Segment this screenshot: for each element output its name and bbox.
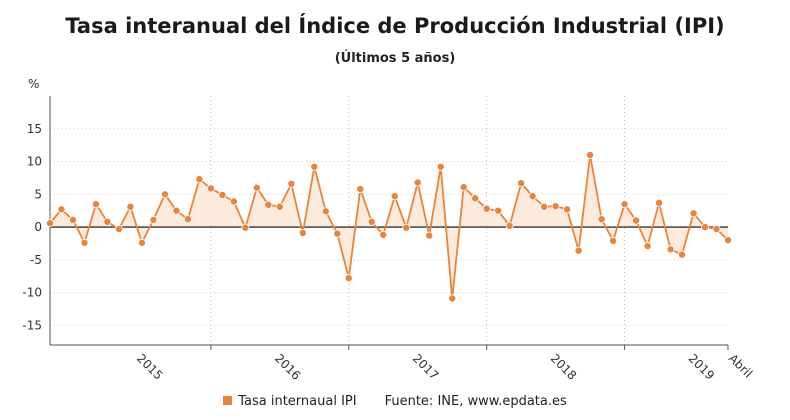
data-point bbox=[218, 190, 227, 199]
y-tick-label: -15 bbox=[22, 318, 42, 332]
data-point bbox=[517, 179, 526, 188]
y-tick-label: 10 bbox=[27, 155, 42, 169]
y-tick-label: 0 bbox=[34, 220, 42, 234]
data-point bbox=[241, 223, 250, 232]
data-point bbox=[252, 183, 261, 192]
x-tick-label: 2018 bbox=[548, 351, 579, 382]
data-point bbox=[482, 204, 491, 213]
data-point bbox=[436, 162, 445, 171]
data-point bbox=[425, 231, 434, 240]
data-point bbox=[379, 230, 388, 239]
data-point bbox=[620, 200, 629, 209]
data-point bbox=[367, 217, 376, 226]
data-point bbox=[390, 192, 399, 201]
data-point bbox=[149, 215, 158, 224]
point-layer bbox=[46, 150, 733, 303]
data-point bbox=[103, 217, 112, 226]
data-point bbox=[666, 245, 675, 254]
data-point bbox=[632, 216, 641, 225]
data-point bbox=[114, 225, 123, 234]
y-tick-label: 5 bbox=[34, 187, 42, 201]
data-point bbox=[57, 205, 66, 214]
data-point bbox=[402, 223, 411, 232]
y-unit-label: % bbox=[28, 77, 39, 91]
x-tick-label: 2019 bbox=[686, 351, 717, 382]
data-point bbox=[287, 179, 296, 188]
data-point bbox=[310, 162, 319, 171]
data-point bbox=[574, 246, 583, 255]
data-point bbox=[563, 205, 572, 214]
data-point bbox=[586, 150, 595, 159]
data-point bbox=[195, 175, 204, 184]
data-point bbox=[126, 202, 135, 211]
data-point bbox=[678, 250, 687, 259]
data-point bbox=[597, 215, 606, 224]
data-point bbox=[505, 221, 514, 230]
data-point bbox=[91, 200, 100, 209]
data-point bbox=[206, 184, 215, 193]
line-layer bbox=[49, 154, 729, 300]
data-point bbox=[229, 197, 238, 206]
data-point bbox=[172, 206, 181, 215]
data-point bbox=[344, 274, 353, 283]
data-point bbox=[540, 202, 549, 211]
data-point bbox=[413, 178, 422, 187]
data-point bbox=[528, 192, 537, 201]
data-point bbox=[494, 206, 503, 215]
data-point bbox=[448, 294, 457, 303]
data-point bbox=[80, 238, 89, 247]
chart-subtitle: (Últimos 5 años) bbox=[334, 51, 456, 66]
data-point bbox=[68, 215, 77, 224]
data-point bbox=[137, 238, 146, 247]
data-point bbox=[46, 219, 55, 228]
legend-swatch bbox=[223, 396, 233, 405]
data-point bbox=[712, 225, 721, 234]
data-point bbox=[183, 215, 192, 224]
x-tick-label: 2015 bbox=[134, 351, 165, 382]
data-point bbox=[459, 183, 468, 192]
data-point bbox=[655, 198, 664, 207]
x-tick-label: 2017 bbox=[410, 351, 441, 382]
x-tick-label: Abril bbox=[726, 351, 755, 380]
data-point bbox=[471, 194, 480, 203]
data-point bbox=[643, 242, 652, 251]
series-line bbox=[49, 154, 729, 300]
y-tick-label: -5 bbox=[30, 253, 42, 267]
data-point bbox=[551, 202, 560, 211]
data-point bbox=[160, 190, 169, 199]
legend-source: Fuente: INE, www.epdata.es bbox=[384, 394, 567, 409]
chart-title: Tasa interanual del Índice de Producción… bbox=[65, 14, 725, 38]
data-point bbox=[609, 236, 618, 245]
data-point bbox=[275, 202, 284, 211]
data-point bbox=[701, 223, 710, 232]
legend-series-label: Tasa internaual IPI bbox=[238, 394, 357, 409]
data-point bbox=[724, 236, 733, 245]
data-point bbox=[333, 229, 342, 238]
y-tick-label: -10 bbox=[22, 286, 42, 300]
x-tick-label: 2016 bbox=[272, 351, 303, 382]
data-point bbox=[264, 200, 273, 209]
data-point bbox=[356, 185, 365, 194]
data-point bbox=[298, 228, 307, 237]
y-tick-label: 15 bbox=[27, 122, 42, 136]
legend: Tasa internaual IPI Fuente: INE, www.epda… bbox=[0, 394, 790, 409]
data-point bbox=[321, 207, 330, 216]
data-point bbox=[689, 209, 698, 218]
